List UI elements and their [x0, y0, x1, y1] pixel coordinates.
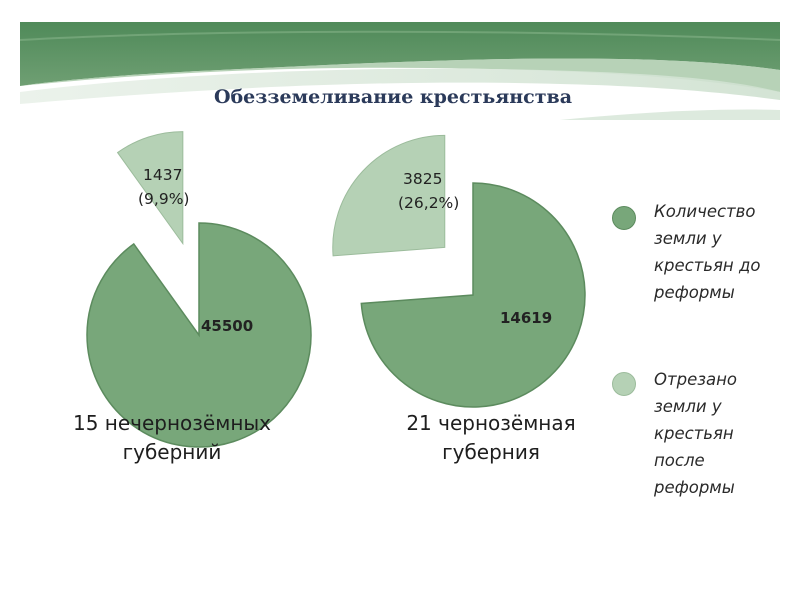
pie-chart-nonblack-earth	[86, 131, 312, 448]
pie-caption-2: 21 чернозёмная губерния	[406, 411, 576, 464]
slice-value-cut-2: 3825	[403, 170, 443, 188]
pie-slice-2-cut	[332, 134, 446, 257]
legend-swatch-cut	[612, 372, 636, 396]
slice-percent-cut-1: (9,9%)	[138, 190, 190, 208]
pie-slice-1-before	[86, 222, 312, 448]
slice-value-before-2: 14619	[500, 309, 553, 327]
slice-value-before-1: 45500	[201, 317, 254, 335]
slice-value-cut-1: 1437	[143, 166, 183, 184]
pie-caption-1: 15 нечернозёмных губерний	[72, 411, 272, 464]
header-banner	[19, 22, 781, 120]
slice-percent-cut-2: (26,2%)	[398, 194, 460, 212]
pie-slice-1-cut	[116, 131, 184, 246]
legend-label-before: Количество земли у крестьян до реформы	[654, 202, 761, 302]
pie-chart-black-earth	[332, 134, 586, 408]
chart-title: Обезземеливание крестьянства	[213, 86, 573, 108]
legend-swatch-before	[612, 206, 636, 230]
legend-label-cut: Отрезано земли у крестьян после реформы	[654, 370, 737, 497]
pie-slice-2-before	[360, 182, 586, 408]
